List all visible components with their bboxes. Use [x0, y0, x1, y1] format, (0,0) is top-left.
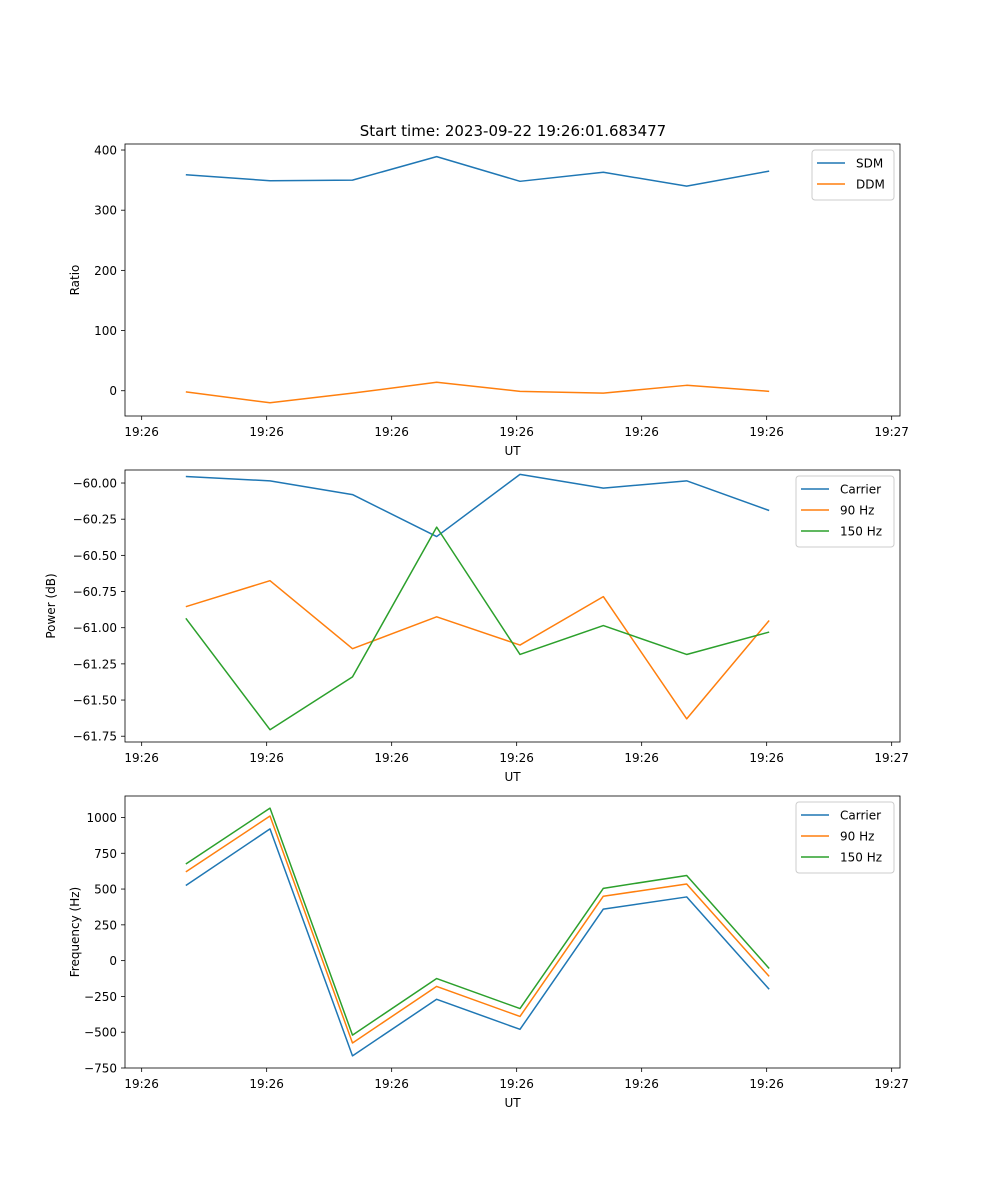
- y-tick-label: 100: [94, 324, 117, 338]
- x-tick-label: 19:27: [874, 1077, 909, 1091]
- y-tick-label: 0: [109, 384, 117, 398]
- series-line-150-hz: [185, 526, 770, 731]
- x-tick-label: 19:26: [124, 425, 159, 439]
- y-tick-label: 400: [94, 144, 117, 158]
- legend-entry: 150 Hz: [840, 851, 882, 865]
- y-tick-label: 0: [109, 954, 117, 968]
- y-tick-label: 500: [94, 883, 117, 897]
- y-tick-label: −61.25: [73, 657, 117, 671]
- x-tick-label: 19:26: [624, 751, 659, 765]
- ratio-panel: 19:26 19:26 19:26 19:26 19:26 19:26 19:27 0 100 2…: [68, 144, 909, 458]
- x-tick-label: 19:26: [749, 425, 784, 439]
- x-tick-label: 19:27: [874, 425, 909, 439]
- legend-box: [795, 475, 895, 548]
- axes-frame: [124, 469, 901, 743]
- y-axis-label: Frequency (Hz): [68, 887, 82, 978]
- series-line-carrier: [185, 828, 770, 1057]
- x-tick-label: 19:26: [624, 1077, 659, 1091]
- y-tick-label: −750: [84, 1062, 117, 1076]
- x-tick-label: 19:26: [124, 1077, 159, 1091]
- legend-entry: 90 Hz: [840, 830, 874, 844]
- axes-frame: [124, 143, 901, 417]
- power-panel: 19:26 19:26 19:26 19:26 19:26 19:26 19:27 −60.0…: [44, 469, 909, 784]
- x-axis-label: UT: [504, 770, 521, 784]
- y-tick-label: 300: [94, 204, 117, 218]
- y-tick-label: −61.50: [73, 694, 117, 708]
- legend-entry: Carrier: [840, 809, 881, 823]
- y-tick-label: −60.50: [73, 549, 117, 563]
- x-tick-label: 19:26: [249, 751, 284, 765]
- y-axis-label: Power (dB): [44, 573, 58, 638]
- series-line-90-hz: [185, 579, 770, 720]
- y-tick-label: −60.00: [73, 477, 117, 491]
- series-line-90-hz: [185, 815, 770, 1044]
- x-tick-label: 19:26: [499, 751, 534, 765]
- x-tick-label: 19:26: [749, 1077, 784, 1091]
- y-tick-label: 200: [94, 264, 117, 278]
- series-line-ddm: [185, 381, 770, 404]
- x-tick-label: 19:26: [249, 425, 284, 439]
- x-tick-label: 19:26: [374, 751, 409, 765]
- y-tick-label: −60.75: [73, 585, 117, 599]
- y-tick-label: 250: [94, 918, 117, 932]
- series-line-carrier: [185, 473, 770, 538]
- x-axis-label: UT: [504, 444, 521, 458]
- legend: SDM DDM: [811, 149, 895, 201]
- series-line-150-hz: [185, 807, 770, 1036]
- x-tick-label: 19:26: [374, 425, 409, 439]
- legend-entry: 150 Hz: [840, 525, 882, 539]
- x-axis-label: UT: [504, 1096, 521, 1110]
- y-tick-label: −61.00: [73, 621, 117, 635]
- legend-entry: SDM: [856, 157, 883, 171]
- x-tick-label: 19:26: [499, 425, 534, 439]
- figure-title: Start time: 2023-09-22 19:26:01.683477: [360, 122, 666, 140]
- legend-entry: DDM: [856, 178, 885, 192]
- x-tick-label: 19:26: [624, 425, 659, 439]
- y-tick-label: −500: [84, 1026, 117, 1040]
- y-tick-label: −61.75: [73, 730, 117, 744]
- x-tick-label: 19:26: [249, 1077, 284, 1091]
- x-tick-label: 19:26: [124, 751, 159, 765]
- legend-entry: 90 Hz: [840, 504, 874, 518]
- legend: Carrier 90 Hz 150 Hz: [795, 801, 895, 874]
- frequency-panel: 19:26 19:26 19:26 19:26 19:26 19:26 19:27 1000 7…: [68, 795, 909, 1110]
- x-tick-label: 19:26: [749, 751, 784, 765]
- legend-entry: Carrier: [840, 483, 881, 497]
- axes-frame: [124, 795, 901, 1069]
- y-axis-label: Ratio: [68, 265, 82, 296]
- y-tick-label: 750: [94, 847, 117, 861]
- x-tick-label: 19:27: [874, 751, 909, 765]
- y-tick-label: −60.25: [73, 513, 117, 527]
- x-tick-label: 19:26: [374, 1077, 409, 1091]
- series-line-sdm: [185, 155, 770, 187]
- x-tick-label: 19:26: [499, 1077, 534, 1091]
- legend-box: [795, 801, 895, 874]
- y-tick-label: −250: [84, 990, 117, 1004]
- y-tick-label: 1000: [86, 811, 117, 825]
- legend: Carrier 90 Hz 150 Hz: [795, 475, 895, 548]
